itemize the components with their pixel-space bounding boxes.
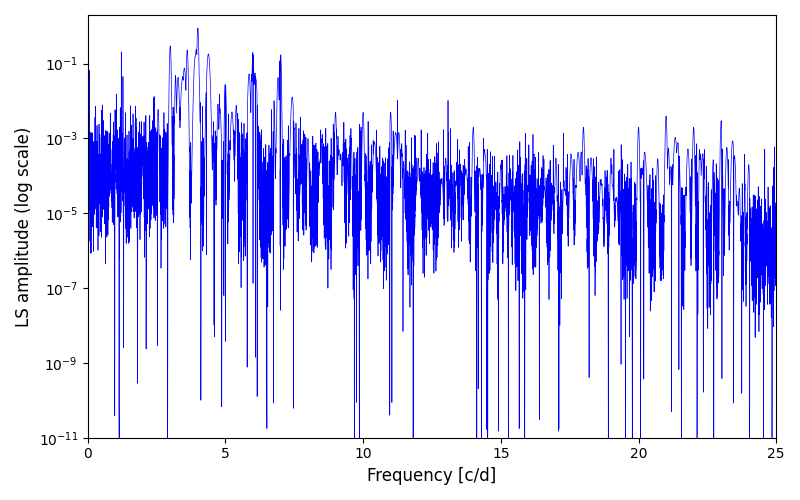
X-axis label: Frequency [c/d]: Frequency [c/d] xyxy=(367,467,497,485)
Y-axis label: LS amplitude (log scale): LS amplitude (log scale) xyxy=(15,126,33,326)
